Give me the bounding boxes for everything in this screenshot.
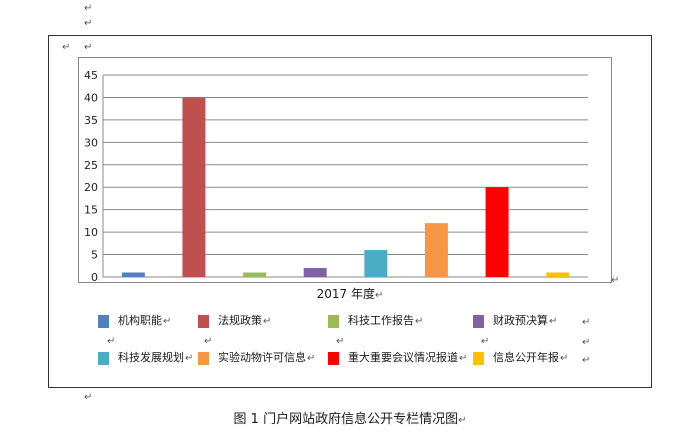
legend-text: 法规政策	[218, 314, 262, 327]
legend-swatch	[473, 315, 484, 328]
paragraph-mark: ↵	[336, 336, 345, 347]
paragraph-mark: ↵	[374, 290, 384, 301]
y-tick-label: 30	[84, 136, 98, 149]
paragraph-mark: ↵	[62, 42, 71, 53]
bar	[546, 272, 570, 277]
paragraph-mark: ↵	[415, 316, 424, 327]
paragraph-mark: ↵	[459, 353, 468, 364]
figure-caption-row: 图 1 门户网站政府信息公开专栏情况图↵	[0, 408, 700, 427]
legend-text: 实验动物许可信息	[218, 351, 306, 364]
paragraph-mark: ↵	[582, 355, 591, 366]
y-tick-label: 35	[84, 114, 98, 127]
legend-label: 财政预决算↵	[493, 311, 557, 332]
x-axis-label-row: 2017 年度↵	[0, 285, 700, 302]
legend-text: 重大重要会议情况报道	[348, 351, 458, 364]
paragraph-mark: ↵	[307, 353, 316, 364]
legend-label: 法规政策↵	[218, 311, 271, 332]
paragraph-mark: ↵	[458, 415, 467, 426]
bar	[485, 187, 509, 277]
paragraph-mark: ↵	[84, 3, 93, 14]
paragraph-mark: ↵	[84, 392, 93, 403]
legend-swatch	[98, 315, 109, 328]
paragraph-mark: ↵	[107, 336, 116, 347]
y-tick-label: 15	[84, 204, 98, 217]
paragraph-mark: ↵	[582, 337, 591, 348]
bar	[424, 223, 448, 277]
paragraph-mark: ↵	[611, 275, 620, 286]
legend-swatch	[198, 352, 209, 365]
y-tick-label: 25	[84, 159, 98, 172]
paragraph-mark: ↵	[84, 18, 93, 29]
bar	[182, 97, 206, 277]
bar	[243, 272, 267, 277]
legend-label: 科技工作报告↵	[348, 311, 423, 332]
x-axis-label: 2017 年度	[316, 287, 375, 301]
chart-legend: 机构职能↵ 法规政策↵ 科技工作报告↵ 财政预决算↵ 科技发展规划↵ 实验动物许可信息↵ 重…	[98, 306, 598, 376]
legend-swatch	[328, 315, 339, 328]
paragraph-mark: ↵	[163, 316, 172, 327]
paragraph-mark: ↵	[204, 336, 213, 347]
bar	[303, 268, 327, 277]
y-tick-label: 45	[84, 69, 98, 82]
legend-swatch	[198, 315, 209, 328]
y-tick-label: 5	[91, 249, 98, 262]
legend-label: 信息公开年报↵	[493, 348, 568, 369]
legend-text: 科技工作报告	[348, 314, 414, 327]
paragraph-mark: ↵	[84, 42, 93, 53]
paragraph-mark: ↵	[263, 316, 272, 327]
chart-plot-box	[78, 57, 612, 283]
paragraph-mark: ↵	[549, 316, 558, 327]
chart-frame	[48, 35, 652, 388]
paragraph-mark: ↵	[185, 353, 194, 364]
legend-label: 科技发展规划↵	[118, 348, 193, 369]
y-tick-label: 0	[91, 271, 98, 284]
legend-swatch	[98, 352, 109, 365]
figure-caption: 图 1 门户网站政府信息公开专栏情况图	[233, 412, 459, 427]
legend-swatch	[328, 352, 339, 365]
legend-label: 实验动物许可信息↵	[218, 348, 315, 369]
legend-swatch	[473, 352, 484, 365]
y-tick-label: 20	[84, 181, 98, 194]
legend-text: 财政预决算	[493, 314, 548, 327]
legend-label: 重大重要会议情况报道↵	[348, 348, 467, 369]
paragraph-mark: ↵	[582, 317, 591, 328]
paragraph-mark: ↵	[481, 336, 490, 347]
legend-label: 机构职能↵	[118, 311, 171, 332]
bar	[121, 272, 145, 277]
legend-text: 科技发展规划	[118, 351, 184, 364]
legend-text: 机构职能	[118, 314, 162, 327]
legend-text: 信息公开年报	[493, 351, 559, 364]
paragraph-mark: ↵	[560, 353, 569, 364]
y-tick-label: 10	[84, 226, 98, 239]
y-tick-label: 40	[84, 91, 98, 104]
bar	[364, 250, 388, 277]
